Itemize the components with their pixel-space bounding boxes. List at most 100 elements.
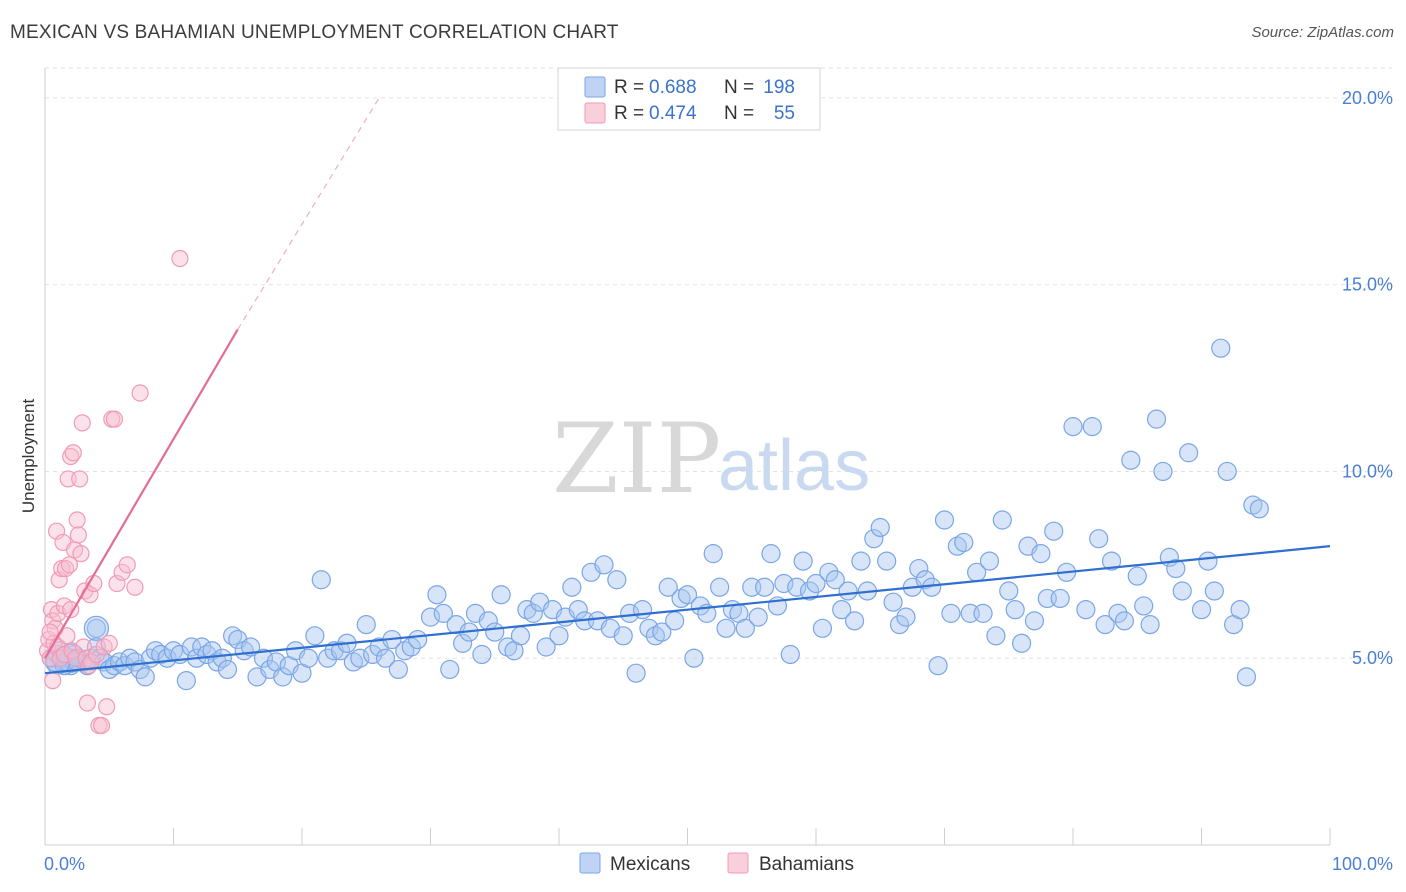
y-tick-label: 10.0% [1342, 461, 1393, 481]
data-point [420, 607, 441, 627]
data-point [877, 551, 897, 571]
data-point [883, 592, 903, 612]
data-point [71, 470, 89, 488]
legend-n-value-1: 55 [774, 103, 795, 124]
data-point [806, 573, 826, 594]
data-point [665, 611, 685, 631]
data-point [1076, 600, 1096, 620]
legend-r-label-0: R = [614, 77, 644, 98]
data-point [86, 618, 107, 638]
data-point [69, 526, 88, 544]
data-point [1153, 461, 1173, 482]
data-point [273, 667, 293, 687]
data-point [60, 556, 79, 574]
axes [44, 68, 1331, 846]
data-point [549, 626, 569, 646]
data-point [118, 556, 136, 574]
data-point [793, 551, 813, 571]
x-tick-label-left: 0.0% [44, 854, 85, 874]
data-point [176, 671, 196, 691]
data-point [607, 570, 627, 590]
data-point [754, 577, 775, 597]
data-point [100, 634, 118, 652]
data-point [1198, 551, 1218, 571]
x-tick-labels: 0.0% 100.0% [44, 854, 1393, 874]
data-point [253, 648, 274, 668]
data-point [1204, 581, 1224, 601]
data-point [126, 578, 144, 596]
series-legend: Mexicans Bahamians [579, 852, 854, 875]
data-point [735, 618, 755, 638]
legend-swatch-bahamians [584, 102, 606, 124]
data-point [1050, 588, 1070, 609]
data-point [72, 545, 90, 563]
data-point [851, 551, 871, 571]
data-point [838, 581, 858, 601]
data-point [1089, 529, 1109, 549]
data-point [1005, 600, 1025, 620]
data-point [440, 659, 460, 680]
data-point [99, 659, 119, 680]
data-point [787, 577, 807, 597]
data-point [710, 577, 730, 597]
data-point [864, 529, 884, 549]
data-point [690, 596, 710, 616]
data-point [896, 607, 916, 627]
data-point [1166, 558, 1186, 579]
data-point [135, 667, 155, 687]
data-point [992, 510, 1012, 530]
data-point [780, 644, 800, 665]
data-point [1121, 450, 1141, 470]
data-point [485, 622, 505, 642]
watermark-atlas: atlas [718, 426, 870, 506]
data-point [832, 600, 852, 620]
series-legend-swatch-bahamians [727, 852, 749, 874]
data-point [131, 384, 149, 402]
data-point [197, 644, 217, 665]
data-point [812, 618, 833, 638]
data-point [1114, 611, 1135, 631]
trend-line-extension [237, 97, 380, 330]
data-point [1140, 615, 1160, 635]
data-point [1082, 417, 1102, 437]
data-point [934, 510, 955, 530]
data-point [356, 615, 376, 635]
series-bahamians-points [38, 249, 189, 735]
source-label: Source: ZipAtlas.com [1251, 24, 1394, 41]
data-point [761, 544, 781, 564]
legend-r-value-1: 0.474 [649, 103, 697, 124]
data-point [1044, 521, 1064, 541]
data-point [774, 573, 794, 594]
data-point [748, 607, 768, 627]
legend-n-label-0: N = [724, 77, 754, 98]
data-point [928, 656, 948, 676]
data-point [639, 618, 659, 638]
y-tick-label: 20.0% [1342, 88, 1393, 108]
data-point [909, 558, 929, 579]
data-point [986, 626, 1006, 646]
data-point [311, 570, 331, 590]
watermark-zip: ZIP [552, 403, 721, 515]
data-point [427, 585, 447, 605]
data-point [1095, 615, 1115, 635]
data-point [1031, 544, 1051, 564]
correlation-legend: R = 0.688 N = 198 R = 0.474 N = 55 [557, 67, 821, 131]
x-tick-label-right: 100.0% [1332, 854, 1393, 874]
data-point [677, 585, 698, 605]
data-point [223, 626, 243, 646]
data-point [510, 626, 531, 646]
data-point [157, 648, 177, 668]
legend-swatch-mexicans [584, 76, 606, 98]
trend-line-mexicans [44, 545, 1331, 675]
y-axis-label: Unemployment [19, 399, 38, 514]
data-point [1134, 596, 1154, 616]
data-point [870, 517, 890, 538]
data-point [491, 585, 511, 605]
data-point [684, 648, 704, 668]
series-legend-label-bahamians: Bahamians [759, 854, 854, 875]
legend-n-value-0: 198 [763, 77, 795, 98]
data-point [626, 663, 646, 683]
data-point [973, 603, 993, 623]
data-point [1249, 499, 1269, 519]
